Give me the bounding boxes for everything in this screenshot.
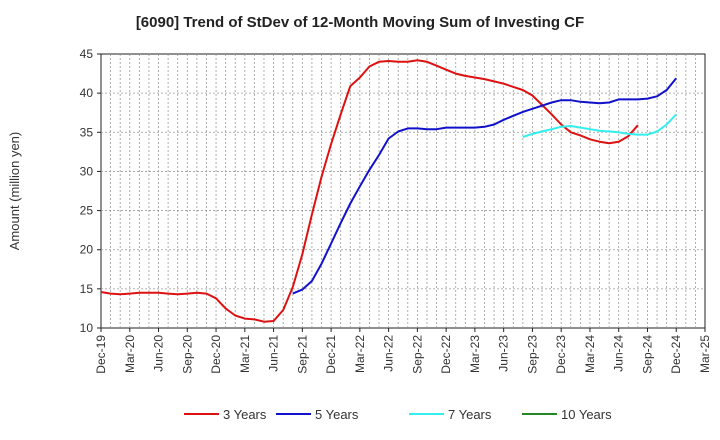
x-tick-label: Jun-23	[497, 335, 511, 372]
legend-label: 10 Years	[561, 407, 612, 422]
x-tick-label: Sep-22	[410, 335, 424, 374]
legend: 3 Years 5 Years 7 Years 10 Years	[184, 407, 612, 422]
x-tick-label: Sep-20	[180, 335, 194, 374]
y-tick-label: 35	[80, 125, 94, 139]
x-tick-label: Dec-23	[554, 335, 568, 374]
y-tick-label: 45	[80, 47, 94, 61]
x-tick-label: Mar-22	[353, 335, 367, 373]
series-lines	[100, 59, 677, 323]
x-tick-label: Jun-21	[267, 335, 281, 372]
x-tick-label: Jun-22	[382, 335, 396, 372]
series-line-5-years	[292, 77, 677, 295]
x-tick-label: Mar-20	[123, 335, 137, 373]
chart-title: [6090] Trend of StDev of 12-Month Moving…	[135, 14, 585, 31]
x-tick-label: Mar-25	[698, 335, 712, 373]
plot-area	[100, 53, 706, 329]
x-tick-label: Dec-24	[669, 335, 683, 374]
x-tick-label: Dec-21	[324, 335, 338, 374]
y-tick-label: 30	[80, 164, 94, 178]
x-tick-label: Sep-21	[295, 335, 309, 374]
grid	[101, 54, 705, 328]
x-tick-label: Dec-22	[439, 335, 453, 374]
series-line-7-years	[522, 113, 677, 138]
x-tick-label: Sep-23	[525, 335, 539, 374]
legend-label: 5 Years	[315, 407, 359, 422]
x-tick-label: Mar-24	[583, 335, 597, 373]
legend-label: 3 Years	[223, 407, 267, 422]
x-tick-label: Dec-19	[94, 335, 108, 374]
x-tick-label: Dec-20	[209, 335, 223, 374]
x-tick-label: Jun-24	[612, 335, 626, 372]
series-line-3-years	[100, 59, 639, 323]
x-tick-label: Mar-23	[468, 335, 482, 373]
y-tick-label: 15	[80, 282, 94, 296]
y-axis-label: Amount (million yen)	[7, 132, 22, 251]
x-tick-label: Jun-20	[152, 335, 166, 372]
x-tick-label: Sep-24	[640, 335, 654, 374]
y-tick-label: 40	[80, 86, 94, 100]
y-tick-label: 10	[80, 321, 94, 335]
legend-label: 7 Years	[448, 407, 492, 422]
x-tick-label: Mar-21	[238, 335, 252, 373]
y-tick-label: 20	[80, 243, 94, 257]
y-tick-label: 25	[80, 204, 94, 218]
axes: 10 15 20 25 30 35 40 45 Dec-19 Mar-20 Jun-20 Sep-20…	[80, 47, 712, 374]
